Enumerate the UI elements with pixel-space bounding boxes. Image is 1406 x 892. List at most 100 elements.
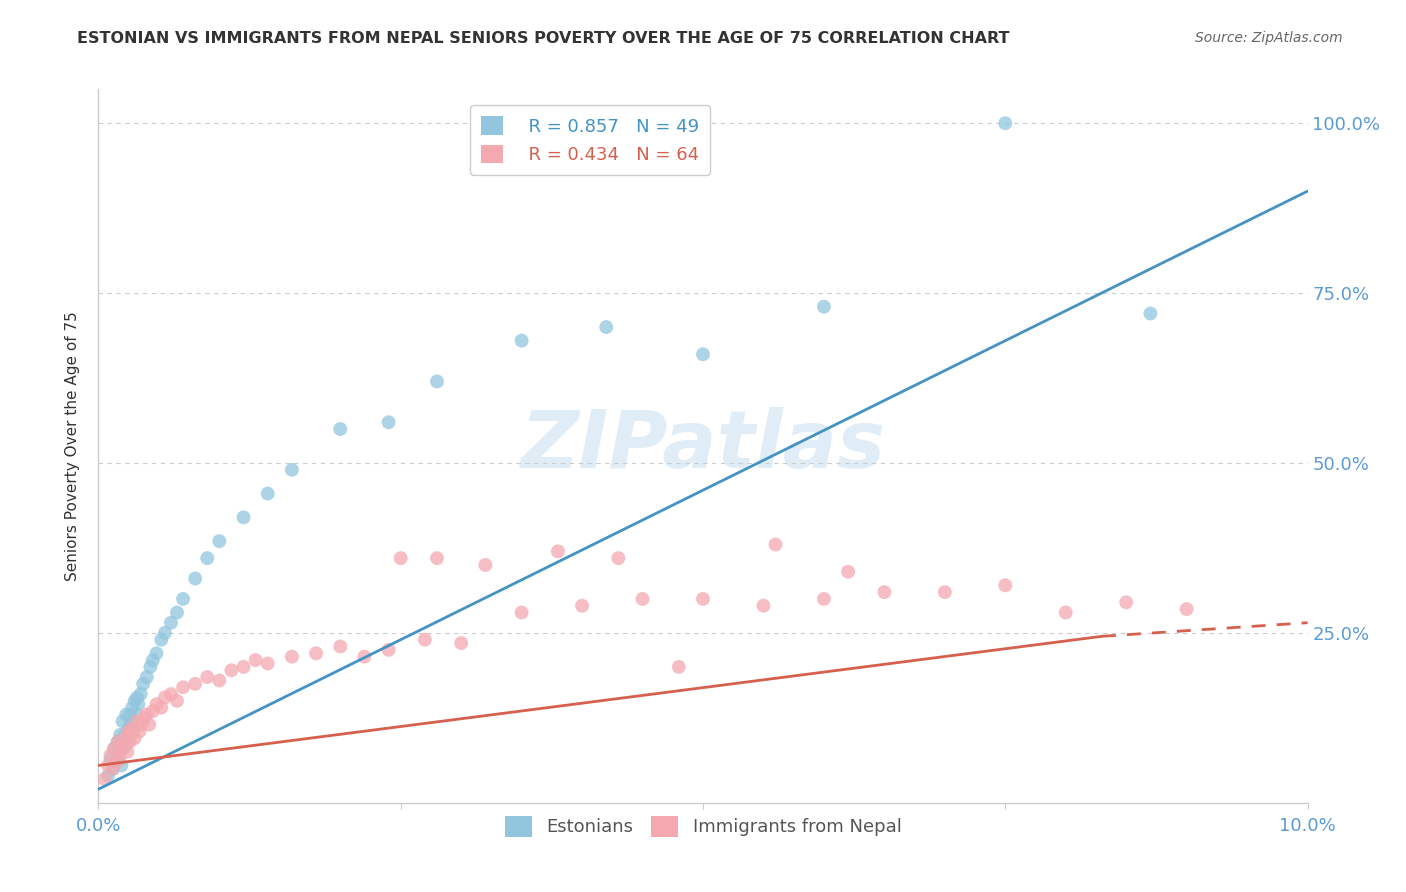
Point <box>994 116 1017 130</box>
Point <box>934 585 956 599</box>
Point <box>256 657 278 671</box>
Point <box>281 649 304 664</box>
Point <box>100 748 122 763</box>
Point <box>131 717 153 731</box>
Point <box>97 769 120 783</box>
Point <box>111 714 134 729</box>
Legend: Estonians, Immigrants from Nepal: Estonians, Immigrants from Nepal <box>498 808 908 844</box>
Point <box>124 694 146 708</box>
Text: Source: ZipAtlas.com: Source: ZipAtlas.com <box>1195 31 1343 45</box>
Point <box>100 751 122 765</box>
Point <box>120 717 142 731</box>
Point <box>631 591 654 606</box>
Point <box>166 694 188 708</box>
Point <box>232 660 254 674</box>
Point <box>103 741 125 756</box>
Point <box>138 717 160 731</box>
Point <box>111 738 134 752</box>
Point <box>114 731 136 746</box>
Point <box>389 551 412 566</box>
Point <box>128 724 150 739</box>
Y-axis label: Seniors Poverty Over the Age of 75: Seniors Poverty Over the Age of 75 <box>65 311 80 581</box>
Point <box>426 375 449 389</box>
Point <box>994 578 1017 592</box>
Point <box>127 714 149 729</box>
Point <box>221 663 243 677</box>
Point <box>377 415 399 429</box>
Point <box>110 758 132 772</box>
Point <box>135 707 157 722</box>
Point <box>145 698 167 712</box>
Point <box>547 544 569 558</box>
Point <box>329 422 352 436</box>
Point <box>120 728 142 742</box>
Point <box>134 711 156 725</box>
Point <box>135 670 157 684</box>
Point <box>139 660 162 674</box>
Point <box>118 724 141 739</box>
Point <box>160 615 183 630</box>
Point <box>873 585 896 599</box>
Point <box>813 591 835 606</box>
Point <box>108 728 131 742</box>
Point <box>108 751 131 765</box>
Point <box>426 551 449 566</box>
Point <box>115 707 138 722</box>
Point <box>1139 306 1161 320</box>
Point <box>329 640 352 654</box>
Point <box>232 510 254 524</box>
Point <box>118 721 141 735</box>
Point <box>765 537 787 551</box>
Point <box>607 551 630 566</box>
Point <box>184 572 207 586</box>
Point <box>1115 595 1137 609</box>
Point <box>145 646 167 660</box>
Point <box>668 660 690 674</box>
Point <box>692 591 714 606</box>
Point <box>595 320 617 334</box>
Point <box>118 734 141 748</box>
Point <box>132 677 155 691</box>
Point <box>101 762 124 776</box>
Point <box>125 707 148 722</box>
Point <box>510 606 533 620</box>
Point <box>124 731 146 746</box>
Point <box>107 734 129 748</box>
Point <box>256 486 278 500</box>
Point <box>150 700 173 714</box>
Point <box>172 680 194 694</box>
Point <box>117 745 139 759</box>
Point <box>142 704 165 718</box>
Point <box>413 632 436 647</box>
Point <box>195 551 218 566</box>
Point <box>752 599 775 613</box>
Point <box>172 591 194 606</box>
Point <box>1054 606 1077 620</box>
Point <box>153 626 176 640</box>
Point <box>1175 602 1198 616</box>
Point <box>813 300 835 314</box>
Point <box>105 755 128 769</box>
Point <box>571 599 593 613</box>
Point <box>127 698 149 712</box>
Point <box>114 728 136 742</box>
Point <box>108 748 131 763</box>
Point <box>121 700 143 714</box>
Point <box>450 636 472 650</box>
Text: ZIPatlas: ZIPatlas <box>520 407 886 485</box>
Point <box>353 649 375 664</box>
Point <box>281 463 304 477</box>
Point <box>108 745 131 759</box>
Point <box>103 741 125 756</box>
Point <box>105 755 128 769</box>
Point <box>692 347 714 361</box>
Point <box>127 690 149 705</box>
Point <box>142 653 165 667</box>
Point <box>208 673 231 688</box>
Point <box>118 707 141 722</box>
Point <box>510 334 533 348</box>
Point <box>195 670 218 684</box>
Point <box>121 721 143 735</box>
Point <box>97 758 120 772</box>
Point <box>101 762 124 776</box>
